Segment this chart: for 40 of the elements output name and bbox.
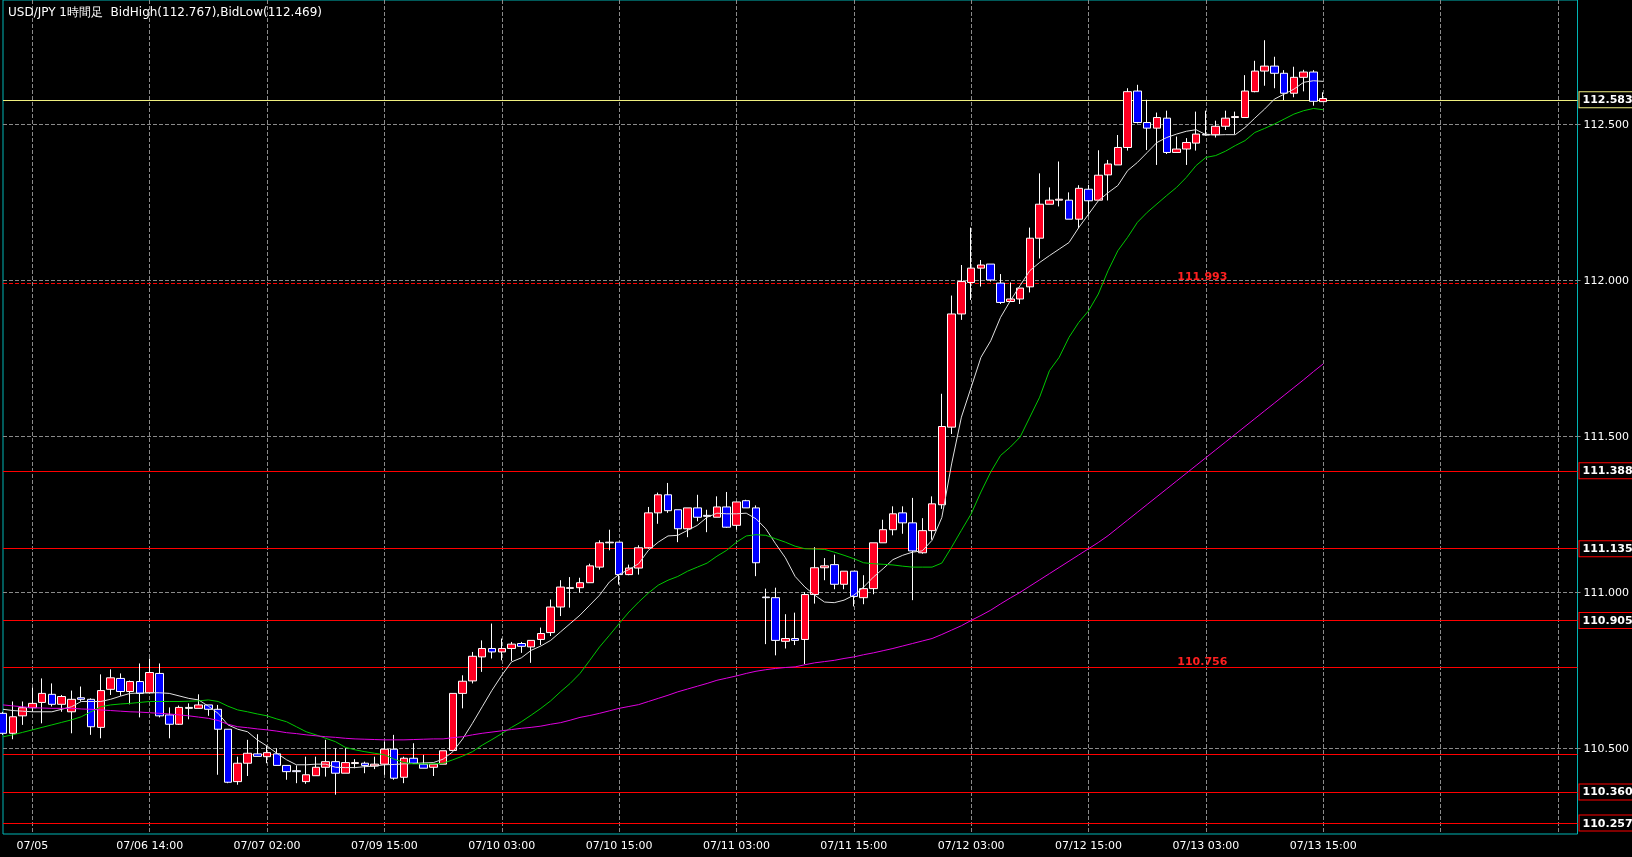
candlestick (38, 677, 46, 724)
y-tick-label: 111.500 (1583, 429, 1630, 443)
x-tick-label: 07/12 15:00 (1055, 839, 1122, 852)
x-tick-label: 07/10 15:00 (585, 839, 653, 852)
ref-line-label: 111.388 (1582, 464, 1632, 478)
candlestick (9, 701, 17, 740)
text: USD/JPY 1時間足 BidHigh(112.767),BidLow(112.469) (8, 5, 322, 19)
candlestick (0, 711, 7, 736)
y-tick-label: 111.000 (1583, 585, 1630, 599)
x-tick-label: 07/13 15:00 (1289, 839, 1357, 852)
x-tick-label: 07/09 15:00 (350, 839, 418, 852)
ref-line-label: 110.905 (1582, 613, 1632, 627)
annotation: 110.756 (1177, 655, 1228, 669)
y-tick-label: 112.500 (1583, 118, 1630, 132)
candlestick (576, 577, 584, 594)
x-tick-label: 07/11 15:00 (820, 839, 888, 852)
x-tick-label: 07/13 03:00 (1172, 839, 1240, 852)
x-tick-label: 07/12 03:00 (937, 839, 1005, 852)
ref-line-label: 112.583 (1582, 93, 1632, 107)
candlestick (302, 756, 310, 785)
ref-line-label: 110.257 (1582, 816, 1632, 830)
x-tick-label: 07/06 14:00 (116, 839, 184, 852)
candlestick (1153, 112, 1161, 166)
candlestick (537, 627, 545, 646)
candlestick (1241, 74, 1249, 119)
x-tick-label: 07/11 03:00 (703, 839, 770, 852)
candlestick (488, 623, 496, 659)
ref-line-label: 110.360 (1582, 785, 1632, 799)
candlestick (664, 482, 672, 514)
line-series (2, 363, 1324, 741)
candlestick (1065, 191, 1073, 220)
x-tick-label: 07/07 02:00 (233, 839, 301, 852)
candlestick (752, 504, 760, 577)
x-tick-label: 07/05 (16, 839, 49, 852)
y-tick-label: 112.000 (1583, 274, 1630, 288)
x-tick-label: 07/10 03:00 (468, 839, 536, 852)
annotation: 111.993 (1177, 269, 1228, 283)
ref-line-label: 111.135 (1582, 542, 1632, 556)
y-tick-label: 110.500 (1583, 741, 1630, 755)
candlestick (1231, 111, 1239, 135)
